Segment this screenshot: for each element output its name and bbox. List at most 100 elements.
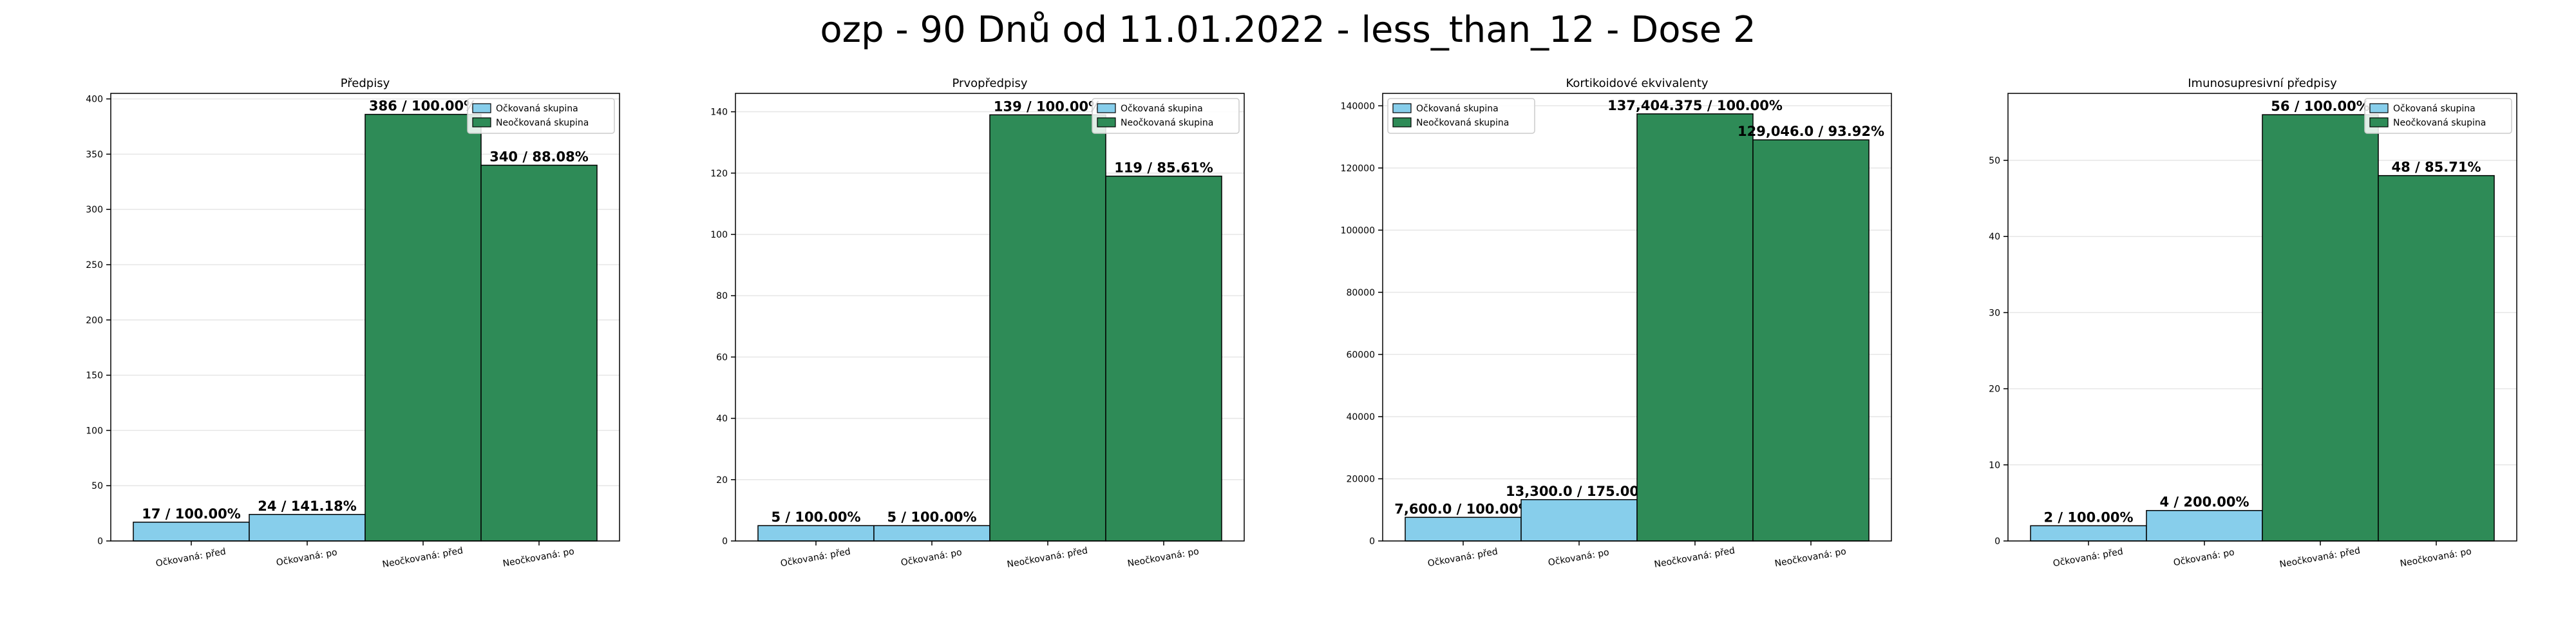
y-tick-label: 20 <box>1989 384 2000 395</box>
y-tick-label: 120000 <box>1341 164 1375 174</box>
y-tick-label: 350 <box>86 149 103 160</box>
bar <box>2146 509 2263 542</box>
chart-title: Kortikoidové ekvivalenty <box>1566 77 1708 90</box>
y-tick-label: 10 <box>1989 460 2000 471</box>
bar <box>989 114 1106 542</box>
y-tick-label: 20000 <box>1346 474 1375 484</box>
y-tick-label: 400 <box>86 95 103 105</box>
y-tick-label: 40 <box>716 414 728 424</box>
bar-value-label: 340 / 88.08% <box>489 149 589 165</box>
axes-frame <box>110 93 620 542</box>
y-tick-label: 0 <box>97 536 103 547</box>
legend-swatch <box>1097 103 1116 113</box>
bar <box>873 525 990 542</box>
bar-value-label: 5 / 100.00% <box>887 509 977 525</box>
bar-value-label: 24 / 141.18% <box>258 498 357 514</box>
y-tick-label: 0 <box>722 536 728 547</box>
legend-label: Neočkovaná skupina <box>1121 118 1213 128</box>
legend-box <box>1092 98 1240 134</box>
y-tick-label: 60 <box>716 352 728 363</box>
legend-label: Neočkovaná skupina <box>2393 118 2486 128</box>
y-tick-label: 120 <box>710 169 728 179</box>
bar <box>1105 175 1222 542</box>
bar-value-label: 5 / 100.00% <box>772 509 861 525</box>
bar <box>2030 525 2147 542</box>
y-tick-label: 100000 <box>1341 225 1375 236</box>
legend-box <box>2364 98 2512 134</box>
y-tick-label: 0 <box>1994 536 2000 547</box>
bar-value-label: 386 / 100.00% <box>369 99 477 114</box>
bar <box>249 514 366 542</box>
x-tick-label: Neočkovaná: před <box>2278 545 2361 570</box>
x-tick-label: Neočkovaná: po <box>2400 546 2473 569</box>
x-tick-label: Očkovaná: před <box>780 547 851 569</box>
bar-value-label: 4 / 200.00% <box>2160 495 2249 510</box>
x-tick-label: Očkovaná: před <box>2052 547 2124 569</box>
y-tick-label: 140 <box>710 108 728 118</box>
y-tick-label: 60000 <box>1346 350 1375 360</box>
bar <box>1636 113 1754 542</box>
x-tick-label: Očkovaná: po <box>276 547 338 568</box>
chart-title: Imunosupresivní předpisy <box>2188 77 2337 90</box>
axes-frame <box>2007 93 2517 542</box>
bar <box>757 525 875 542</box>
x-tick-label: Očkovaná: po <box>2173 547 2235 568</box>
legend-label: Očkovaná skupina <box>2393 104 2476 114</box>
legend: Očkovaná skupina Neočkovaná skupina <box>1092 98 1240 134</box>
x-tick-label: Očkovaná: po <box>900 547 963 568</box>
legend-label: Očkovaná skupina <box>1121 104 1203 114</box>
bar-value-label: 2 / 100.00% <box>2044 509 2134 525</box>
y-tick-label: 40000 <box>1346 412 1375 422</box>
x-tick-label: Neočkovaná: po <box>1774 546 1848 569</box>
axes-frame <box>735 93 1245 542</box>
legend: Očkovaná skupina Neočkovaná skupina <box>1387 98 1535 134</box>
bar <box>1752 139 1870 542</box>
bar <box>2262 114 2379 542</box>
axes-frame <box>1382 93 1892 542</box>
x-tick-label: Neočkovaná: po <box>1127 546 1200 569</box>
bar-value-label: 48 / 85.71% <box>2392 160 2481 175</box>
chart-title: Prvopředpisy <box>952 77 1028 90</box>
x-tick-label: Neočkovaná: před <box>1653 545 1736 570</box>
y-tick-label: 100 <box>710 230 728 240</box>
bar <box>365 113 482 542</box>
legend-label: Neočkovaná skupina <box>496 118 589 128</box>
y-tick-label: 40 <box>1989 232 2000 242</box>
y-tick-label: 30 <box>1989 308 2000 318</box>
x-tick-label: Očkovaná: před <box>1427 547 1499 569</box>
x-tick-label: Očkovaná: po <box>1548 547 1610 568</box>
legend: Očkovaná skupina Neočkovaná skupina <box>2364 98 2512 134</box>
y-tick-label: 80000 <box>1346 288 1375 298</box>
chart-title: Předpisy <box>341 77 390 90</box>
bar-value-label: 139 / 100.00% <box>994 99 1102 114</box>
bar-value-label: 7,600.0 / 100.00% <box>1394 501 1531 516</box>
legend-box <box>1387 98 1535 134</box>
chart-panel-4: Imunosupresivní předpisy 0 10 20 30 40 50 2 / 1… <box>1989 77 2517 570</box>
bar-value-label: 13,300.0 / 175.00% <box>1506 484 1653 499</box>
y-tick-label: 50 <box>1989 156 2000 166</box>
y-tick-label: 150 <box>86 371 103 381</box>
y-tick-label: 20 <box>716 475 728 486</box>
legend-label: Očkovaná skupina <box>496 104 578 114</box>
chart-panel-2: Prvopředpisy 0 20 40 60 80 100 120 140 5 / 100.00… <box>710 77 1245 570</box>
legend-swatch <box>472 103 491 113</box>
x-tick-label: Neočkovaná: po <box>502 546 576 569</box>
y-tick-label: 140000 <box>1341 101 1375 111</box>
y-tick-label: 250 <box>86 260 103 270</box>
y-tick-label: 200 <box>86 316 103 326</box>
figure-title: ozp - 90 Dnů od 11.01.2022 - less_than_1… <box>820 9 1756 51</box>
y-tick-label: 300 <box>86 205 103 215</box>
bar-value-label: 56 / 100.00% <box>2271 99 2370 114</box>
x-tick-label: Neočkovaná: před <box>381 545 464 570</box>
y-tick-label: 80 <box>716 291 728 301</box>
bar <box>2378 175 2495 542</box>
bar-value-label: 17 / 100.00% <box>142 506 241 522</box>
legend-swatch <box>1097 117 1116 128</box>
bar-value-label: 119 / 85.61% <box>1114 160 1213 176</box>
legend: Očkovaná skupina Neočkovaná skupina <box>467 98 615 134</box>
bar <box>1520 499 1638 542</box>
chart-panel-3: Kortikoidové ekvivalenty 0 20000 40000 60000… <box>1341 77 1892 570</box>
legend-swatch <box>2369 117 2389 128</box>
legend-box <box>467 98 615 134</box>
